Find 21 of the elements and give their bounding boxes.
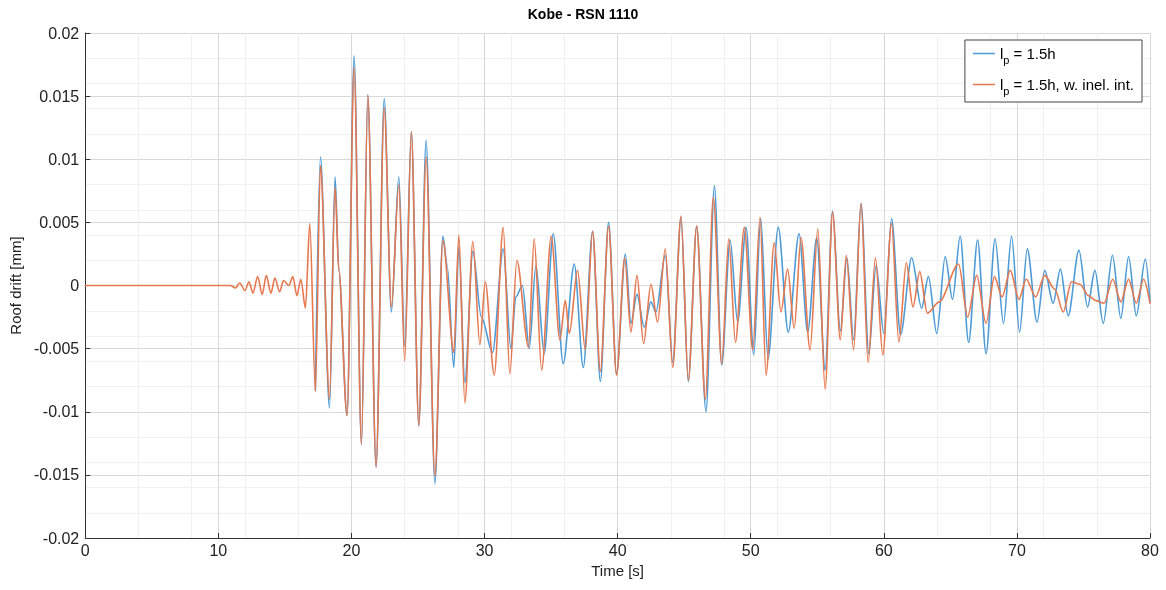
x-tick-label: 10 (209, 541, 228, 559)
x-tick-label: 80 (1141, 541, 1159, 559)
x-axis-title: Time [s] (591, 561, 645, 579)
y-tick-label: -0.01 (42, 403, 80, 421)
y-tick-label: 0.005 (39, 213, 80, 231)
x-tick-label: 70 (1008, 541, 1026, 559)
chart-title: Kobe - RSN 1110 (527, 6, 639, 22)
x-tick-label: 60 (874, 541, 893, 559)
x-tick-label: 30 (475, 541, 494, 559)
x-tick-label: 20 (342, 541, 361, 559)
y-tick-label: -0.005 (33, 340, 80, 358)
y-axis-title: Roof drift [mm] (7, 236, 24, 335)
x-tick-label: 40 (608, 541, 627, 559)
y-tick-label: -0.015 (33, 466, 80, 484)
y-tick-label: -0.02 (42, 529, 80, 547)
x-tick-label: 50 (741, 541, 760, 559)
y-tick-label: 0.01 (48, 150, 80, 168)
y-tick-label: 0.02 (48, 24, 80, 42)
y-tick-label: 0.015 (39, 87, 80, 105)
y-tick-label: 0 (70, 277, 80, 294)
line-series (84, 66, 1151, 477)
